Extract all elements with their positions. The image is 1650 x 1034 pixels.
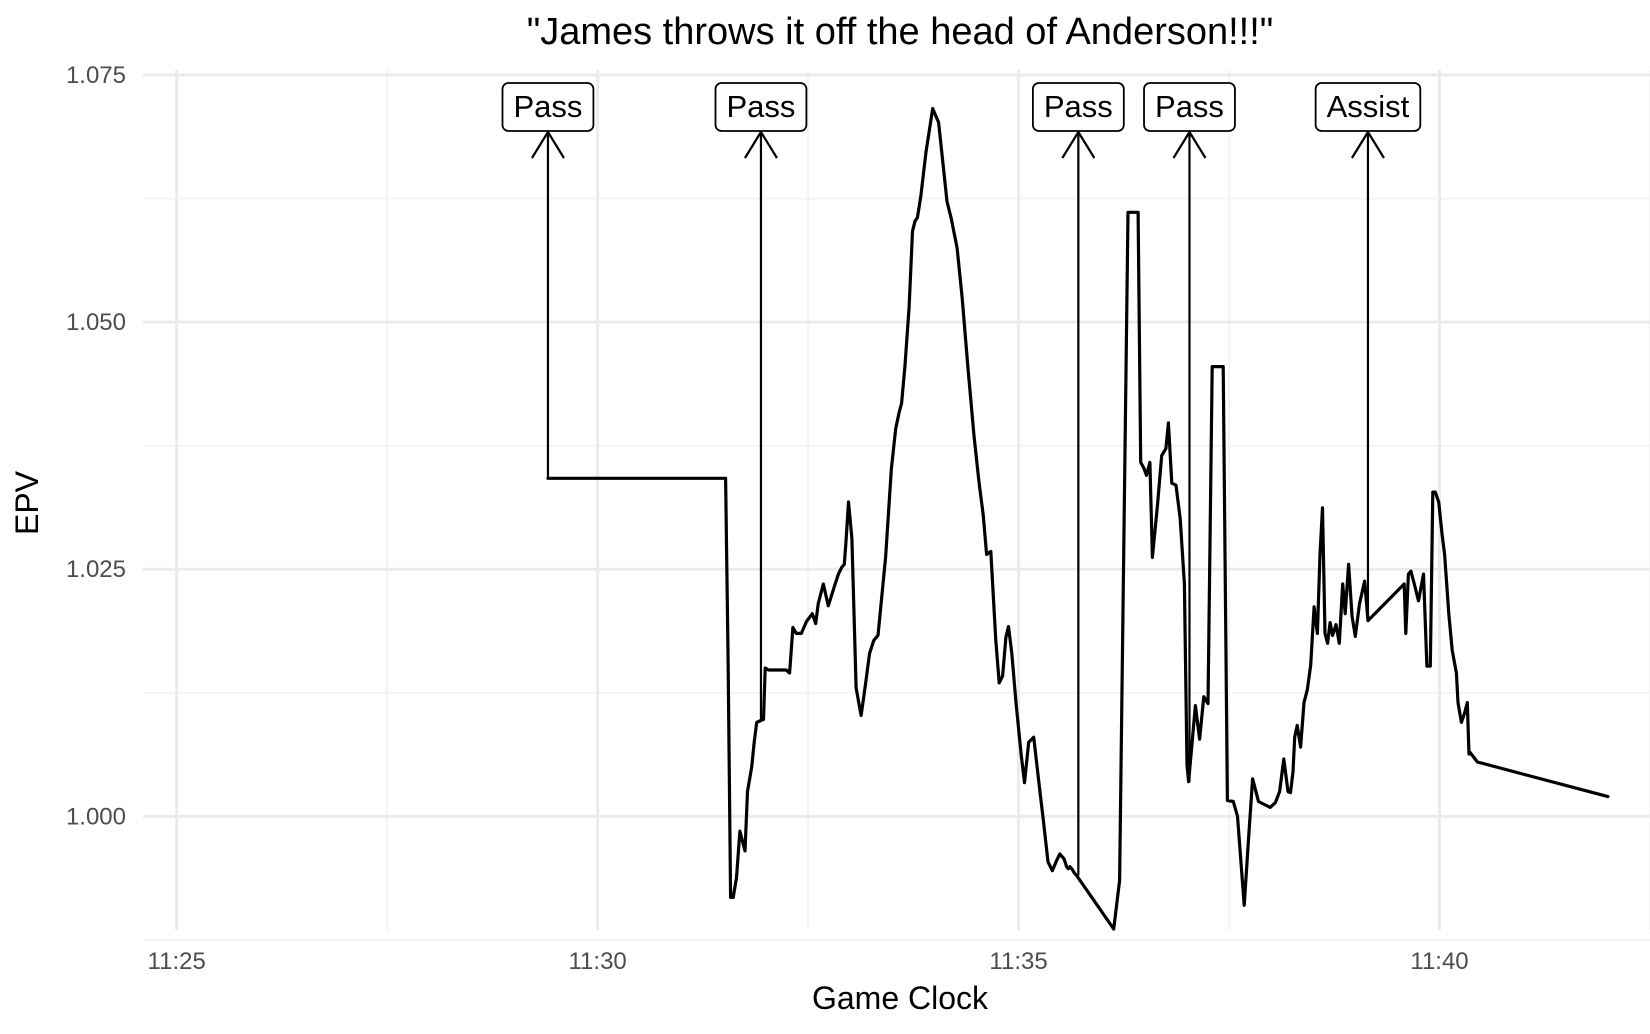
y-tick-label: 1.050 [66, 309, 126, 336]
event-annotation: Pass [1143, 82, 1236, 782]
y-tick-label: 1.025 [66, 556, 126, 583]
x-tick-label: 11:25 [148, 948, 206, 975]
event-annotations: Pass Pass Pass Pass Assist [501, 82, 1422, 876]
event-label: Pass [1155, 89, 1224, 124]
event-label: Pass [726, 89, 795, 124]
event-annotation: Pass [714, 82, 808, 720]
event-label: Pass [1044, 89, 1113, 124]
event-label-box [1143, 82, 1236, 132]
epv-series-line [546, 107, 1610, 931]
x-tick-label: 11:30 [568, 948, 626, 975]
event-label: Assist [1327, 89, 1410, 124]
event-arrowhead [1351, 129, 1385, 159]
event-annotation: Pass [1031, 82, 1125, 876]
event-label: Pass [513, 89, 582, 124]
x-tick-label: 11:40 [1410, 948, 1468, 975]
event-arrowhead [531, 129, 565, 159]
event-label-box [501, 82, 595, 132]
event-arrowhead [1172, 129, 1207, 159]
event-arrowhead [1061, 129, 1096, 159]
grid [143, 70, 1650, 941]
event-label-box [1031, 82, 1125, 132]
x-axis-title: Game Clock [812, 980, 989, 1016]
event-annotation: Assist [1314, 82, 1422, 621]
event-label-box [1314, 82, 1422, 132]
x-tick-label: 11:35 [989, 948, 1047, 975]
y-axis-title: EPV [9, 470, 45, 535]
epv-series [546, 107, 1610, 931]
event-label-box [714, 82, 808, 132]
event-annotation: Pass [501, 82, 595, 479]
axis-ticks: 11:25 11:30 11:35 11:40 1.000 1.025 1.050 1.075 [66, 62, 1469, 975]
event-arrowhead [744, 129, 778, 159]
y-tick-label: 1.075 [66, 62, 126, 89]
chart-title: "James throws it off the head of Anderso… [527, 11, 1274, 53]
y-tick-label: 1.000 [66, 803, 126, 830]
